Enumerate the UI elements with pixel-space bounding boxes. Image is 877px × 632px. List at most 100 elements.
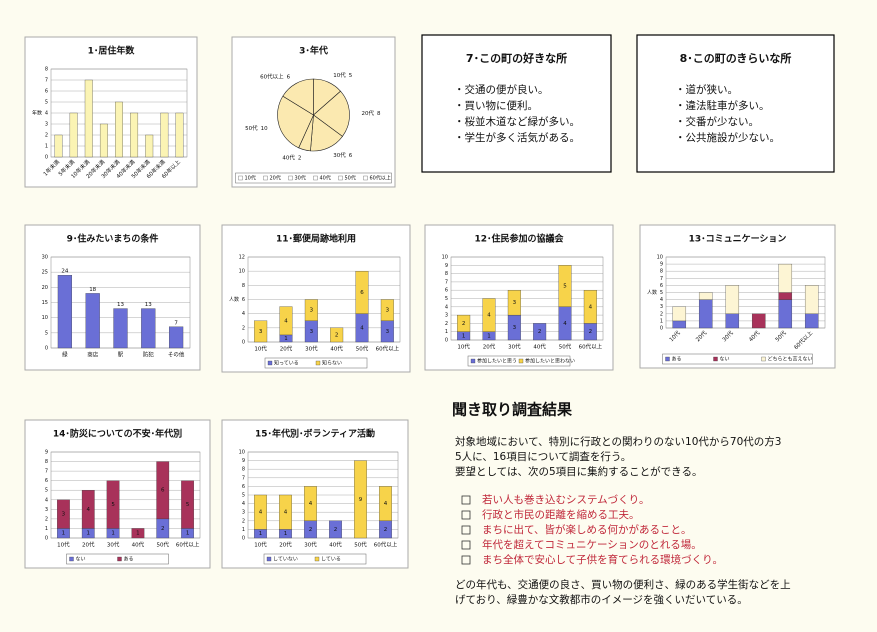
pie-label-value: 2 bbox=[298, 155, 302, 161]
report-item: 年代を超えてコミュニケーションのとれる場。 bbox=[482, 538, 702, 551]
box-item: ・交番が少ない。 bbox=[675, 115, 759, 128]
y-tick-label: 6 bbox=[445, 288, 448, 294]
report-item: 若い人も巻き込むシステムづくり。 bbox=[482, 493, 649, 506]
legend-label: ある bbox=[124, 557, 134, 563]
data-label: 4 bbox=[360, 325, 364, 331]
legend-swatch bbox=[263, 175, 268, 181]
y-tick-label: 9 bbox=[660, 262, 663, 268]
pie-label-value: 5 bbox=[349, 72, 353, 78]
data-label: 2 bbox=[309, 527, 313, 533]
y-tick-label: 5 bbox=[660, 290, 663, 296]
bar bbox=[54, 134, 63, 158]
text-box bbox=[421, 34, 612, 173]
bar bbox=[141, 308, 156, 349]
x-tick-label: 20代 bbox=[483, 343, 496, 351]
y-tick-label: 20 bbox=[42, 285, 48, 291]
bar bbox=[778, 292, 793, 300]
x-tick-label: 30代 bbox=[304, 541, 317, 549]
bar bbox=[99, 123, 108, 158]
legend-label: ない bbox=[720, 356, 730, 363]
y-axis-label: 年数 bbox=[32, 110, 42, 117]
data-label: 1 bbox=[87, 531, 91, 537]
data-label: 1 bbox=[487, 333, 491, 339]
legend-label: している bbox=[321, 557, 341, 563]
chart-title: 1･居住年数 bbox=[88, 45, 136, 57]
y-tick-label: 4 bbox=[45, 111, 48, 117]
legend-swatch bbox=[314, 556, 320, 562]
y-tick-label: 3 bbox=[445, 313, 448, 319]
data-label: 2 bbox=[161, 526, 165, 532]
legend-swatch bbox=[313, 175, 318, 181]
bar bbox=[672, 320, 687, 329]
y-tick-label: 5 bbox=[45, 488, 48, 494]
pie-label: 10代 5 bbox=[333, 70, 353, 78]
bar bbox=[698, 299, 713, 329]
legend-label: 参加したいと思う bbox=[477, 358, 517, 365]
bar bbox=[175, 112, 184, 158]
box-item: ・公共施設が少ない。 bbox=[675, 131, 780, 144]
data-label: 1 bbox=[284, 531, 288, 537]
y-tick-label: 0 bbox=[445, 338, 448, 344]
x-tick-label: 40代 bbox=[533, 343, 546, 351]
box-item: ・道が狭い。 bbox=[675, 83, 738, 96]
y-tick-label: 1 bbox=[660, 318, 663, 324]
x-tick-label: 駅 bbox=[118, 352, 124, 359]
report-item: まち全体で安心して子供を育てられる環境づくり。 bbox=[482, 553, 723, 566]
y-tick-label: 8 bbox=[445, 271, 448, 277]
report-intro: 要望としては、次の5項目に集約することができる。 bbox=[455, 465, 702, 478]
bar bbox=[69, 112, 78, 158]
y-tick-label: 3 bbox=[45, 507, 48, 513]
pie-label-value: 6 bbox=[349, 153, 353, 159]
data-label: 1 bbox=[462, 333, 466, 339]
legend-swatch bbox=[315, 360, 321, 366]
x-tick-label: 30代 bbox=[305, 345, 318, 353]
y-tick-label: 7 bbox=[45, 78, 48, 84]
y-tick-label: 7 bbox=[45, 469, 48, 475]
legend-label: 10代 bbox=[245, 175, 256, 182]
bar bbox=[558, 265, 572, 307]
legend-swatch bbox=[238, 175, 243, 181]
box-item: ・交通の便が良い。 bbox=[454, 83, 549, 96]
y-tick-label: 7 bbox=[242, 475, 245, 481]
checkbox bbox=[461, 555, 471, 565]
y-tick-label: 0 bbox=[45, 346, 48, 352]
y-tick-label: 9 bbox=[242, 458, 245, 464]
y-tick-label: 9 bbox=[45, 450, 48, 456]
x-tick-label: 40代 bbox=[330, 345, 343, 353]
y-tick-label: 3 bbox=[45, 122, 48, 128]
data-label: 2 bbox=[538, 329, 542, 335]
data-label: 9 bbox=[359, 497, 363, 503]
pie-label-name: 40代 bbox=[282, 153, 295, 161]
pie-label: 40代 2 bbox=[282, 153, 301, 161]
pie-label-name: 30代 bbox=[333, 151, 346, 159]
x-tick-label: 10代 bbox=[254, 345, 267, 353]
checkbox bbox=[461, 525, 471, 535]
chart-title: 3･年代 bbox=[299, 45, 328, 57]
bar bbox=[804, 285, 819, 314]
y-tick-label: 1 bbox=[45, 526, 48, 532]
y-tick-label: 30 bbox=[42, 255, 48, 261]
data-label: 13 bbox=[117, 302, 124, 308]
legend-label: 知っている bbox=[274, 360, 299, 367]
legend-label: 20代 bbox=[270, 175, 281, 182]
x-tick-label: 50代 bbox=[354, 541, 367, 549]
bar bbox=[354, 460, 367, 539]
data-label: 5 bbox=[186, 502, 190, 508]
x-tick-label: 20代 bbox=[82, 541, 95, 549]
x-tick-label: 20代 bbox=[279, 541, 292, 549]
data-label: 4 bbox=[384, 501, 388, 507]
bar bbox=[160, 112, 169, 158]
y-tick-label: 5 bbox=[445, 296, 448, 302]
data-label: 4 bbox=[284, 318, 288, 324]
box-item: ・桜並木道など緑が多い。 bbox=[454, 115, 580, 128]
legend-swatch bbox=[288, 175, 293, 181]
box-item: ・学生が多く活気がある。 bbox=[454, 131, 580, 144]
y-tick-label: 3 bbox=[660, 304, 663, 310]
report-closing: げており、緑豊かな文教都市のイメージを強くいだいている。 bbox=[455, 593, 748, 606]
pie-label-name: 60代以上 bbox=[260, 72, 284, 80]
x-tick-label: 30代 bbox=[107, 541, 120, 549]
bar bbox=[168, 326, 184, 349]
data-label: 3 bbox=[513, 300, 517, 306]
plot-area bbox=[50, 451, 201, 539]
x-tick-label: 40代 bbox=[132, 541, 145, 549]
